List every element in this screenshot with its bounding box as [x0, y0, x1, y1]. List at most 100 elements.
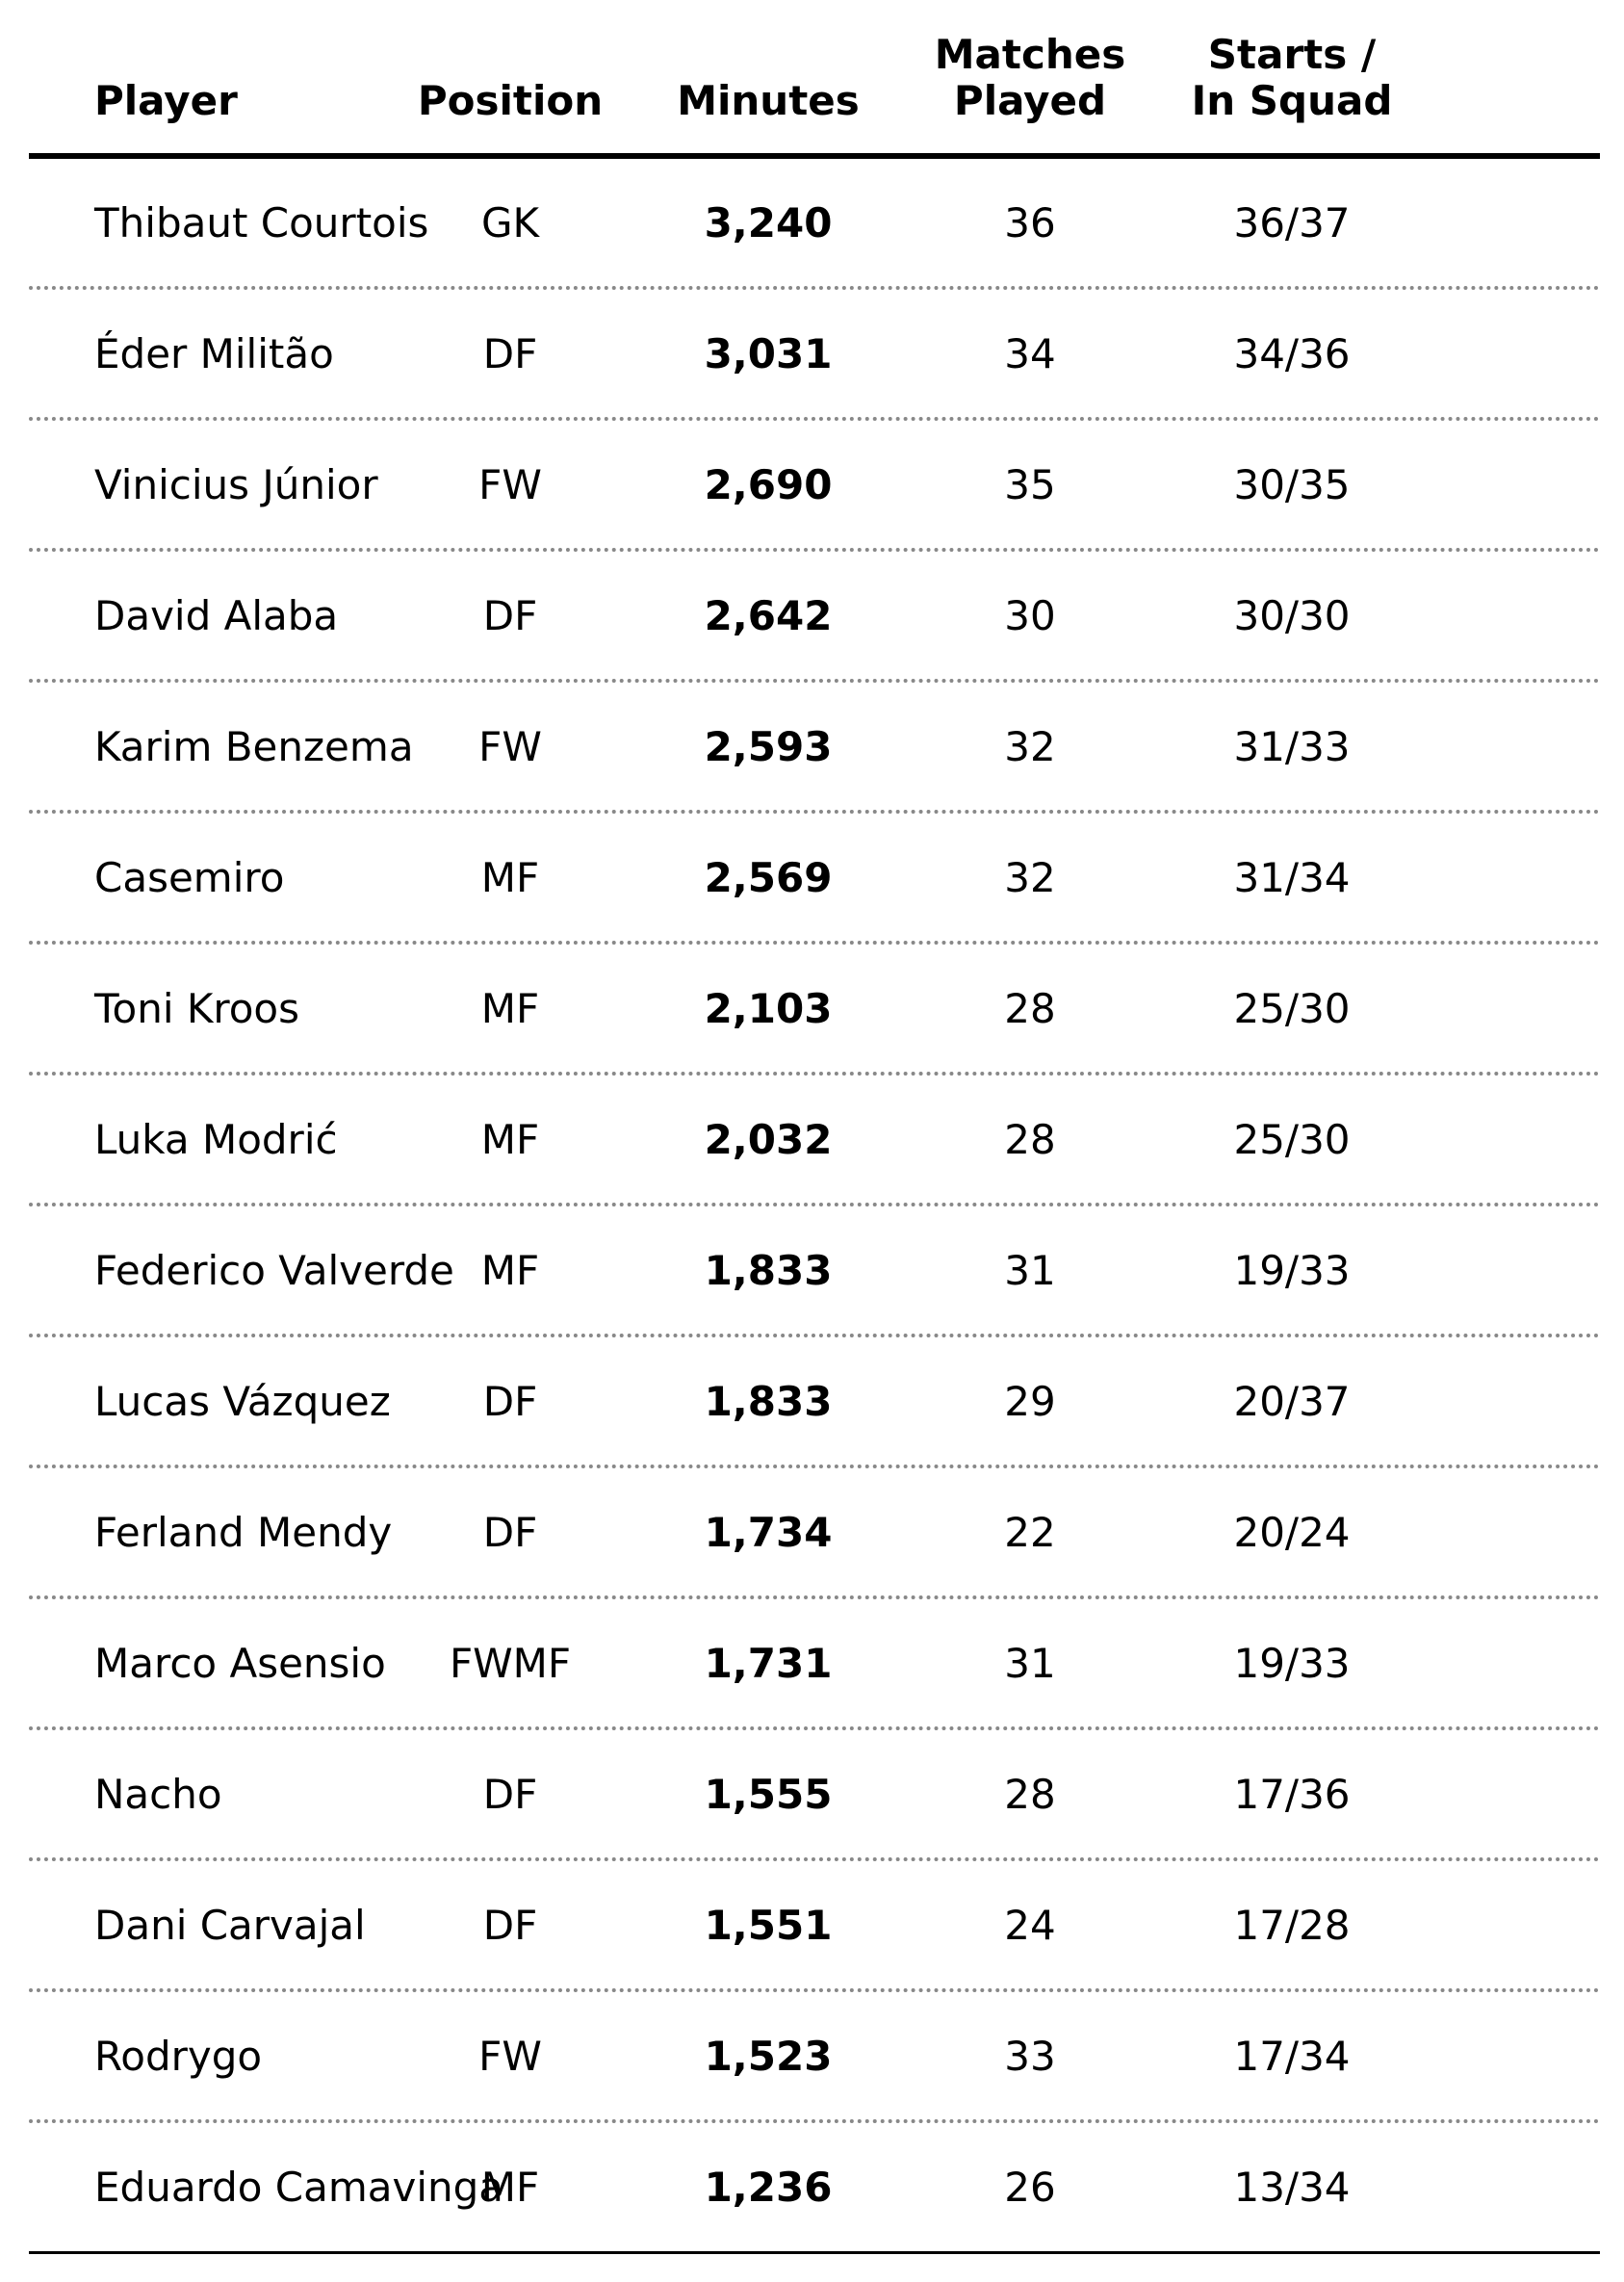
cell-minutes: 1,833: [704, 1246, 833, 1294]
cell-starts-in-squad: 17/28: [1233, 1901, 1351, 1949]
cell-player: Eduardo Camavinga: [94, 2164, 504, 2211]
cell-player: Marco Asensio: [94, 1639, 386, 1687]
cell-minutes: 1,551: [704, 1901, 833, 1949]
cell-minutes: 1,833: [704, 1377, 833, 1425]
table-row: Ferland Mendy DF 1,734 22 20/24: [29, 1468, 1600, 1599]
cell-player: Rodrygo: [94, 2032, 263, 2080]
cell-starts-in-squad: 17/34: [1233, 2032, 1351, 2080]
cell-matches-played: 28: [1004, 1115, 1056, 1163]
table-row: Luka Modrić MF 2,032 28 25/30: [29, 1076, 1600, 1206]
cell-matches-played: 28: [1004, 1770, 1056, 1818]
cell-minutes: 2,569: [704, 853, 833, 901]
table-row: Toni Kroos MF 2,103 28 25/30: [29, 945, 1600, 1076]
cell-minutes: 1,236: [704, 2164, 833, 2211]
table-row: Thibaut Courtois GK 3,240 36 36/37: [29, 159, 1600, 290]
cell-minutes: 2,593: [704, 722, 833, 770]
cell-minutes: 2,103: [704, 984, 833, 1032]
cell-minutes: 1,523: [704, 2032, 833, 2080]
cell-position: MF: [480, 2164, 540, 2211]
header-line: Position: [417, 77, 604, 124]
cell-minutes: 2,690: [704, 460, 833, 508]
cell-starts-in-squad: 25/30: [1233, 984, 1351, 1032]
cell-minutes: 3,240: [704, 198, 833, 246]
header-starts-in-squad: Starts / In Squad: [1090, 32, 1494, 124]
header-line: Played: [953, 77, 1107, 124]
cell-position: FW: [478, 2032, 542, 2080]
cell-starts-in-squad: 31/33: [1233, 722, 1351, 770]
cell-position: FW: [478, 460, 542, 508]
cell-player: Toni Kroos: [94, 984, 300, 1032]
table-row: Eduardo Camavinga MF 1,236 26 13/34: [29, 2123, 1600, 2254]
cell-matches-played: 33: [1004, 2032, 1056, 2080]
header-line: Player: [94, 77, 238, 124]
cell-position: FW: [478, 722, 542, 770]
cell-player: Nacho: [94, 1770, 222, 1818]
cell-position: MF: [480, 984, 540, 1032]
cell-matches-played: 24: [1004, 1901, 1056, 1949]
cell-starts-in-squad: 19/33: [1233, 1639, 1351, 1687]
cell-matches-played: 28: [1004, 984, 1056, 1032]
cell-player: Karim Benzema: [94, 722, 414, 770]
table-row: Karim Benzema FW 2,593 32 31/33: [29, 683, 1600, 814]
cell-position: DF: [482, 1770, 538, 1818]
cell-position: DF: [482, 329, 538, 377]
cell-minutes: 1,555: [704, 1770, 833, 1818]
cell-starts-in-squad: 13/34: [1233, 2164, 1351, 2211]
cell-minutes: 1,731: [704, 1639, 833, 1687]
cell-position: DF: [482, 1901, 538, 1949]
cell-matches-played: 35: [1004, 460, 1056, 508]
cell-player: Luka Modrić: [94, 1115, 338, 1163]
cell-minutes: 2,642: [704, 591, 833, 639]
header-line: Minutes: [677, 77, 860, 124]
table-row: Marco Asensio FWMF 1,731 31 19/33: [29, 1599, 1600, 1730]
cell-position: GK: [480, 198, 540, 246]
table-row: Dani Carvajal DF 1,551 24 17/28: [29, 1861, 1600, 1992]
cell-player: Thibaut Courtois: [94, 198, 429, 246]
table-row: Vinicius Júnior FW 2,690 35 30/35: [29, 421, 1600, 552]
cell-position: MF: [480, 1246, 540, 1294]
table-row: Éder Militão DF 3,031 34 34/36: [29, 290, 1600, 421]
cell-player: Éder Militão: [94, 329, 334, 377]
cell-starts-in-squad: 31/34: [1233, 853, 1351, 901]
cell-matches-played: 30: [1004, 591, 1056, 639]
cell-position: FWMF: [449, 1639, 572, 1687]
cell-matches-played: 31: [1004, 1639, 1056, 1687]
table-row: Rodrygo FW 1,523 33 17/34: [29, 1992, 1600, 2123]
cell-starts-in-squad: 20/24: [1233, 1508, 1351, 1556]
table-body: Thibaut Courtois GK 3,240 36 36/37 Éder Milit…: [29, 159, 1600, 2254]
cell-starts-in-squad: 30/30: [1233, 591, 1351, 639]
cell-matches-played: 34: [1004, 329, 1056, 377]
table-header: Player Position Minutes Matches Played S…: [29, 0, 1600, 159]
cell-starts-in-squad: 34/36: [1233, 329, 1351, 377]
cell-starts-in-squad: 30/35: [1233, 460, 1351, 508]
cell-matches-played: 26: [1004, 2164, 1056, 2211]
cell-matches-played: 32: [1004, 722, 1056, 770]
table-row: David Alaba DF 2,642 30 30/30: [29, 552, 1600, 683]
table-row: Federico Valverde MF 1,833 31 19/33: [29, 1206, 1600, 1337]
header-minutes: Minutes: [566, 78, 970, 124]
cell-player: Casemiro: [94, 853, 285, 901]
cell-player: David Alaba: [94, 591, 339, 639]
stats-table: Player Position Minutes Matches Played S…: [29, 0, 1600, 2254]
cell-position: DF: [482, 1377, 538, 1425]
cell-minutes: 3,031: [704, 329, 833, 377]
table-row: Nacho DF 1,555 28 17/36: [29, 1730, 1600, 1861]
cell-player: Ferland Mendy: [94, 1508, 393, 1556]
cell-matches-played: 32: [1004, 853, 1056, 901]
cell-position: DF: [482, 591, 538, 639]
cell-starts-in-squad: 20/37: [1233, 1377, 1351, 1425]
cell-player: Federico Valverde: [94, 1246, 454, 1294]
cell-position: MF: [480, 853, 540, 901]
cell-position: MF: [480, 1115, 540, 1163]
cell-player: Dani Carvajal: [94, 1901, 366, 1949]
cell-starts-in-squad: 19/33: [1233, 1246, 1351, 1294]
header-player: Player: [94, 78, 556, 124]
cell-player: Lucas Vázquez: [94, 1377, 391, 1425]
header-line: Starts /: [1207, 31, 1377, 78]
cell-matches-played: 31: [1004, 1246, 1056, 1294]
cell-starts-in-squad: 25/30: [1233, 1115, 1351, 1163]
cell-position: DF: [482, 1508, 538, 1556]
cell-matches-played: 36: [1004, 198, 1056, 246]
table-row: Lucas Vázquez DF 1,833 29 20/37: [29, 1337, 1600, 1468]
header-matches-played: Matches Played: [828, 32, 1232, 124]
